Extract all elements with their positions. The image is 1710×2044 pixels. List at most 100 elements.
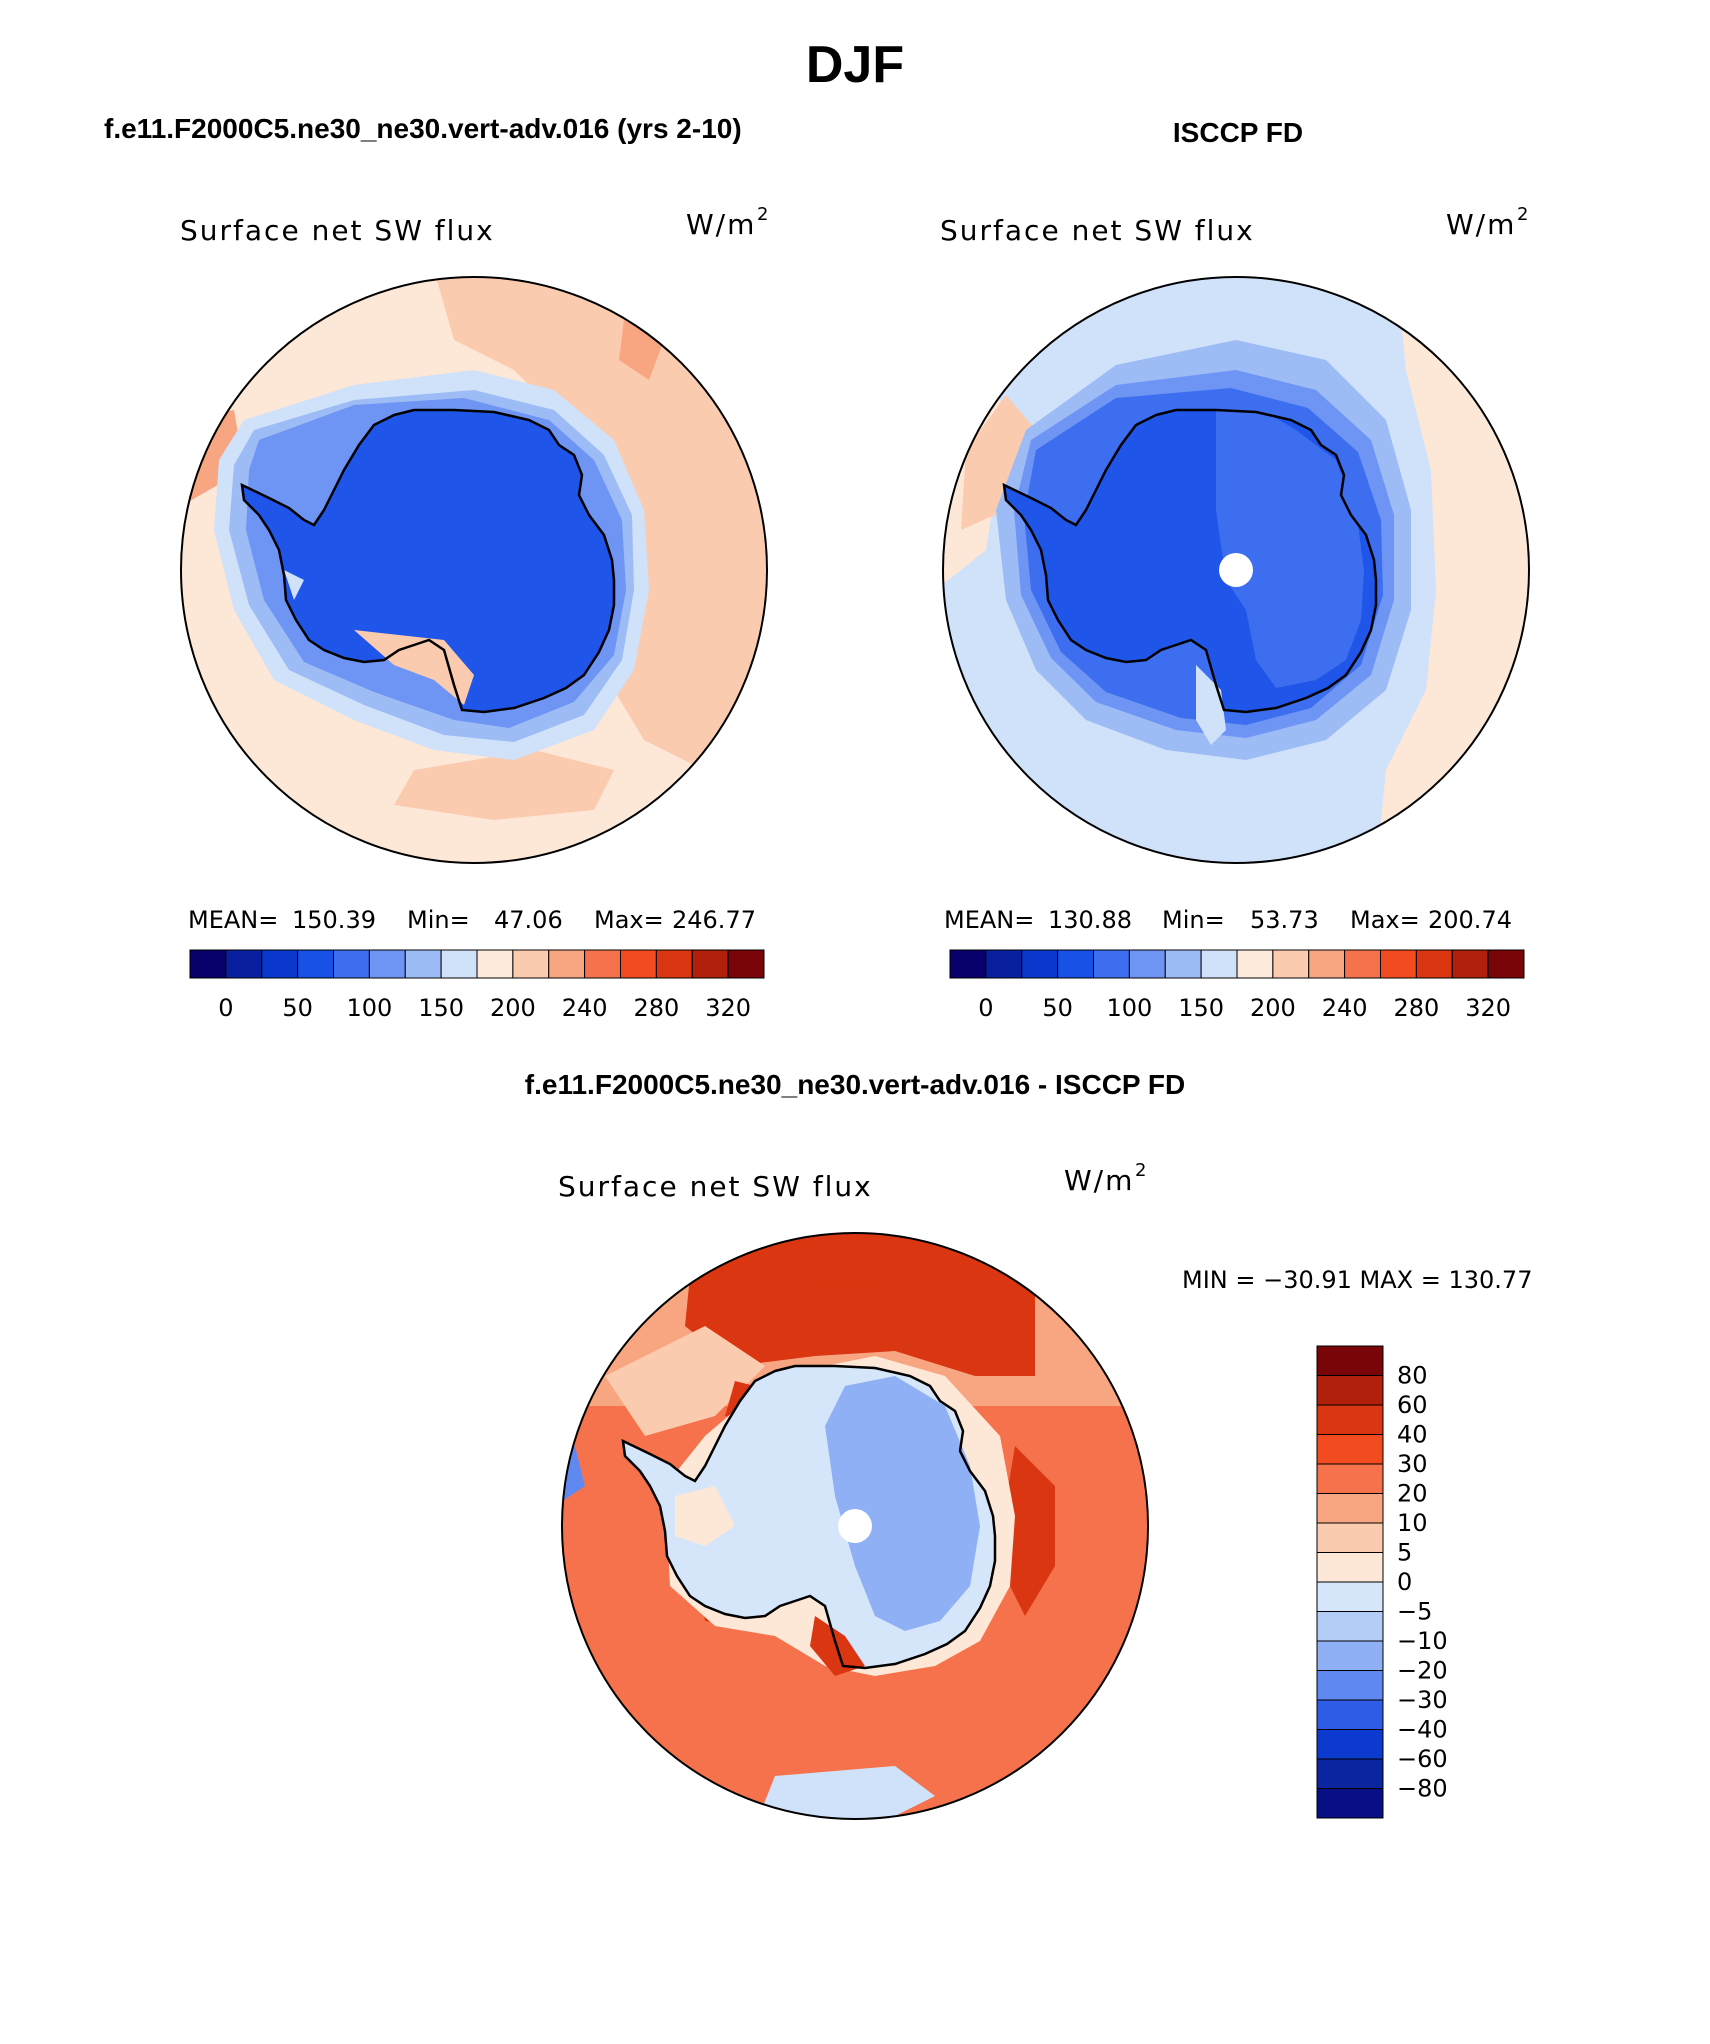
svg-text:W/m: W/m	[1064, 1164, 1134, 1197]
colorbar-swatch	[1344, 949, 1381, 979]
svg-text:Min=: Min=	[1162, 906, 1225, 934]
colorbar-tick-label: 80	[1397, 1362, 1428, 1390]
colorbar-tick-label: 60	[1397, 1391, 1428, 1419]
svg-text:2: 2	[1135, 1160, 1146, 1181]
colorbar-swatch	[476, 949, 514, 979]
colorbar-swatch	[548, 949, 586, 979]
svg-text:Max=: Max=	[594, 906, 664, 934]
diff-panel-header: f.e11.F2000C5.ne30_ne30.vert-adv.016 - I…	[525, 1069, 1185, 1100]
colorbar-tick-label: 40	[1397, 1421, 1428, 1449]
colorbar-swatch	[1316, 1699, 1384, 1730]
colorbar-swatch	[1487, 949, 1525, 979]
colorbar-swatch	[440, 949, 478, 979]
colorbar-tick-label: 50	[282, 994, 313, 1022]
figure-title: DJF	[806, 36, 904, 94]
colorbar-swatch	[1316, 1581, 1384, 1612]
colorbar-swatch	[1164, 949, 1202, 979]
svg-text:150.39: 150.39	[292, 906, 376, 934]
colorbar-swatch	[1316, 1788, 1384, 1819]
colorbar-swatch	[1316, 1640, 1384, 1671]
colorbar-swatch	[1316, 1404, 1384, 1435]
colorbar-swatch	[727, 949, 765, 979]
colorbar-tick-label: 50	[1042, 994, 1073, 1022]
obs-polar-map	[942, 276, 1530, 864]
colorbar-swatch	[1316, 1345, 1384, 1376]
model-panel-header: f.e11.F2000C5.ne30_ne30.vert-adv.016 (yr…	[104, 113, 742, 144]
colorbar-swatch	[584, 949, 621, 979]
colorbar-swatch	[949, 949, 987, 979]
colorbar-swatch	[1057, 949, 1094, 979]
svg-text:2: 2	[1517, 204, 1528, 225]
colorbar-swatch	[1316, 1670, 1384, 1701]
colorbar-tick-label: 20	[1397, 1480, 1428, 1508]
colorbar-swatch	[1316, 1434, 1384, 1465]
colorbar-swatch	[1316, 1493, 1384, 1524]
colorbar-tick-label: 100	[1106, 994, 1152, 1022]
svg-text:Min=: Min=	[407, 906, 470, 934]
colorbar-swatch	[1380, 949, 1417, 979]
colorbar-swatch	[1128, 949, 1166, 979]
colorbar-swatch	[1316, 1729, 1384, 1760]
colorbar-tick-label: 320	[705, 994, 751, 1022]
colorbar-tick-label: 0	[978, 994, 993, 1022]
colorbar-swatch	[985, 949, 1023, 979]
colorbar-swatch	[512, 949, 550, 979]
colorbar-tick-label: 150	[1178, 994, 1224, 1022]
missing-pole-marker	[838, 1509, 872, 1543]
colorbar-swatch	[1021, 949, 1059, 979]
svg-text:W/m: W/m	[1446, 208, 1516, 241]
colorbar-tick-label: −40	[1397, 1716, 1448, 1744]
colorbar-tick-label: 5	[1397, 1539, 1412, 1567]
colorbar-swatch	[1316, 1375, 1384, 1406]
svg-text:2: 2	[757, 204, 768, 225]
colorbar-tick-label: 320	[1465, 994, 1511, 1022]
svg-text:47.06: 47.06	[494, 906, 563, 934]
svg-text:W/m: W/m	[686, 208, 756, 241]
colorbar-tick-label: 200	[490, 994, 536, 1022]
svg-text:200.74: 200.74	[1428, 906, 1512, 934]
colorbar-swatch	[1415, 949, 1453, 979]
colorbar-swatch	[620, 949, 657, 979]
colorbar-swatch	[1316, 1758, 1384, 1789]
obs-variable-label: Surface net SW flux	[940, 214, 1255, 247]
obs-panel: ISCCP FD Surface net SW flux W/m 2	[940, 117, 1530, 1022]
colorbar-tick-label: −5	[1397, 1598, 1432, 1626]
colorbar-swatch	[404, 949, 442, 979]
colorbar-tick-label: −10	[1397, 1627, 1448, 1655]
colorbar-swatch	[1451, 949, 1489, 979]
colorbar-swatch	[1308, 949, 1346, 979]
obs-units-label: W/m 2	[1446, 204, 1528, 241]
model-colorbar: 0 50 100 150 200 240 280 320	[189, 949, 765, 1022]
colorbar-swatch	[297, 949, 334, 979]
colorbar-swatch	[261, 949, 299, 979]
colorbar-tick-label: −30	[1397, 1686, 1448, 1714]
colorbar-tick-label: 0	[1397, 1568, 1412, 1596]
colorbar-swatch	[1316, 1611, 1384, 1642]
colorbar-tick-label: −20	[1397, 1657, 1448, 1685]
colorbar-tick-label: −80	[1397, 1775, 1448, 1803]
colorbar-tick-label: 240	[562, 994, 608, 1022]
obs-panel-header: ISCCP FD	[1173, 117, 1303, 148]
svg-text:53.73: 53.73	[1250, 906, 1319, 934]
model-polar-map	[180, 276, 768, 864]
colorbar-swatch	[333, 949, 370, 979]
colorbar-tick-label: 100	[346, 994, 392, 1022]
colorbar-swatch	[1093, 949, 1130, 979]
colorbar-tick-label: 150	[418, 994, 464, 1022]
svg-text:Max=: Max=	[1350, 906, 1420, 934]
missing-pole-marker	[1219, 553, 1253, 587]
colorbar-tick-label: 240	[1322, 994, 1368, 1022]
diff-units-label: W/m 2	[1064, 1160, 1146, 1197]
colorbar-swatch	[1316, 1463, 1384, 1494]
colorbar-swatch	[1272, 949, 1310, 979]
colorbar-swatch	[225, 949, 263, 979]
model-units-label: W/m 2	[686, 204, 768, 241]
obs-colorbar: 0 50 100 150 200 240 280 320	[949, 949, 1525, 1022]
colorbar-tick-label: 200	[1250, 994, 1296, 1022]
colorbar-swatch	[1316, 1522, 1384, 1553]
diff-polar-map	[561, 1232, 1149, 1820]
svg-text:MEAN=: MEAN=	[944, 906, 1034, 934]
model-variable-label: Surface net SW flux	[180, 214, 495, 247]
